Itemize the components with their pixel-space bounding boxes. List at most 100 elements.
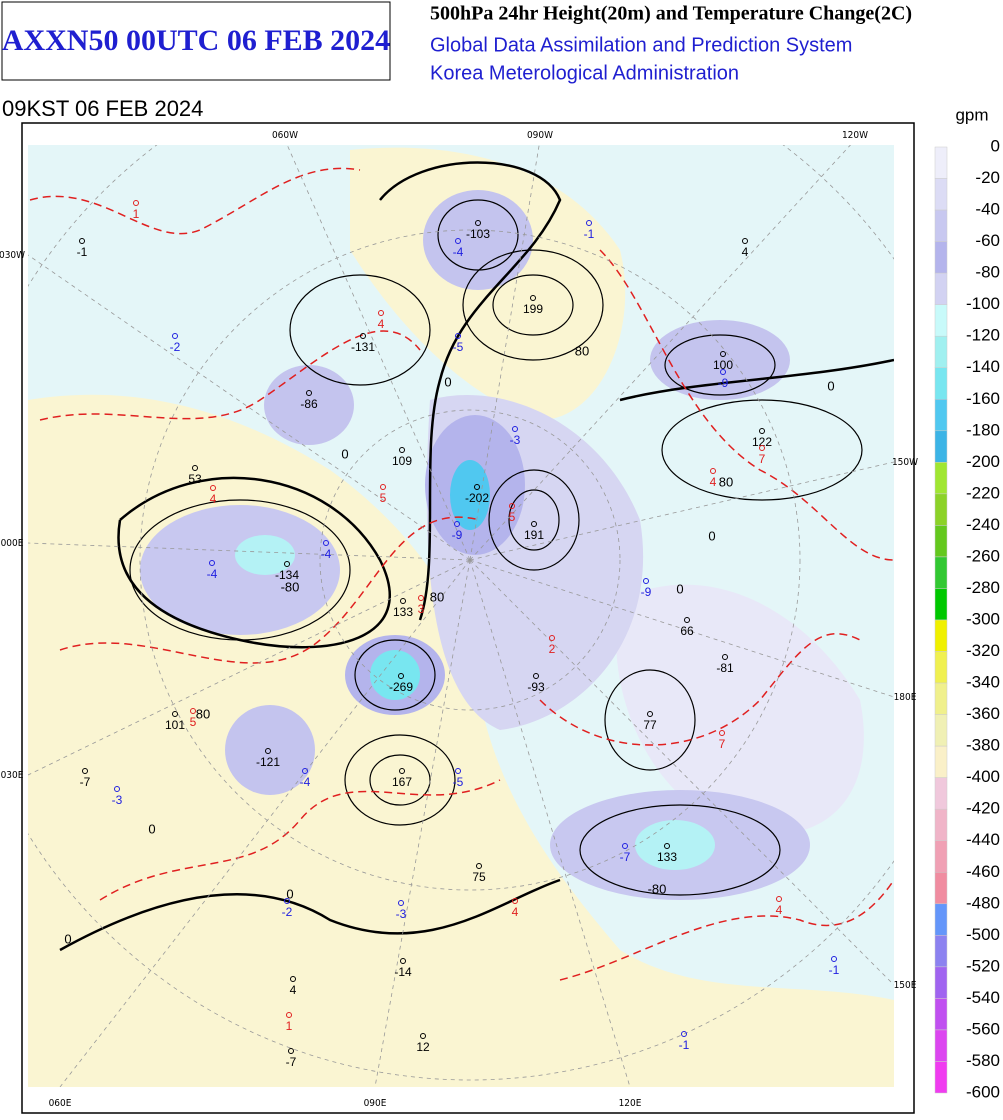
- legend-swatch: [934, 935, 948, 968]
- graticule-label: 120W: [842, 130, 868, 141]
- legend-swatch: [934, 304, 948, 337]
- legend-label: -380: [966, 736, 1000, 755]
- center-value: -1: [584, 227, 595, 241]
- center-value: 4: [290, 983, 297, 997]
- legend-label: -400: [966, 767, 1000, 786]
- center-value: 12: [416, 1040, 430, 1054]
- legend-swatch: [934, 399, 948, 432]
- center-value: -9: [452, 528, 463, 542]
- center-value: -4: [207, 567, 218, 581]
- contour-label: -80: [281, 579, 300, 594]
- center-value: 4: [776, 903, 783, 917]
- center-value: -7: [620, 850, 631, 864]
- graticule-label: 030W: [0, 250, 25, 261]
- center-marker: [399, 447, 405, 453]
- graticule-label: 060E: [49, 1098, 72, 1109]
- center-marker: [190, 708, 196, 714]
- center-value: 5: [190, 715, 197, 729]
- product-title: 500hPa 24hr Height(20m) and Temperature …: [430, 3, 912, 25]
- center-marker: [378, 310, 384, 316]
- center-marker: [759, 445, 765, 451]
- center-value: 3: [418, 602, 425, 616]
- contour-label: 0: [341, 446, 348, 461]
- product-code: AXXN50 00UTC 06 FEB 2024: [2, 24, 390, 57]
- graticule: [28, 145, 894, 1087]
- low-core: [370, 650, 420, 700]
- low-core: [450, 460, 490, 530]
- zero-contours: [59, 161, 894, 952]
- agency-name: Korea Meterological Administration: [430, 62, 739, 84]
- legend-label: -580: [966, 1051, 1000, 1070]
- center-marker: [79, 238, 85, 244]
- center-value: 7: [759, 452, 766, 466]
- center-value: -4: [300, 775, 311, 789]
- low-area: [140, 505, 340, 635]
- legend-swatch: [934, 209, 948, 242]
- legend-swatch: [934, 966, 948, 999]
- contour-label: 0: [286, 886, 293, 901]
- center-value: -269: [389, 680, 413, 694]
- title-box: [1, 1, 391, 81]
- center-value: -5: [453, 775, 464, 789]
- legend-label: -500: [966, 925, 1000, 944]
- center-marker: [720, 369, 726, 375]
- center-value: -5: [453, 340, 464, 354]
- center-value: 4: [742, 245, 749, 259]
- legend-label: -560: [966, 1019, 1000, 1038]
- center-marker: [133, 200, 139, 206]
- center-value: 167: [392, 775, 412, 789]
- center-marker: [323, 540, 329, 546]
- legend-label: 0: [991, 136, 1000, 155]
- legend-swatch: [934, 430, 948, 463]
- center-marker: [400, 958, 406, 964]
- contour-label: 0: [64, 931, 71, 946]
- center-marker: [265, 748, 271, 754]
- legend-swatch: [934, 241, 948, 274]
- center-marker: [360, 333, 366, 339]
- contour-label: 0: [827, 378, 834, 393]
- legend-swatch: [934, 682, 948, 715]
- center-marker: [420, 1033, 426, 1039]
- graticule-label: 180E: [894, 692, 917, 703]
- legend-swatch: [934, 619, 948, 652]
- center-marker: [114, 786, 120, 792]
- legend-swatch: [934, 1061, 948, 1094]
- center-marker: [399, 768, 405, 774]
- center-value: 77: [643, 718, 657, 732]
- legend-swatch: [934, 493, 948, 526]
- center-marker: [210, 485, 216, 491]
- legend-label: -40: [975, 200, 1000, 219]
- center-marker: [209, 560, 215, 566]
- center-marker: [530, 295, 536, 301]
- shaded-region: [616, 584, 864, 835]
- center-value: 109: [392, 454, 412, 468]
- map-area: [28, 145, 894, 1087]
- center-value: 4: [512, 905, 519, 919]
- center-value: -7: [80, 775, 91, 789]
- center-value: -103: [466, 227, 490, 241]
- contour-label: 80: [196, 706, 210, 721]
- center-value: 66: [680, 624, 694, 638]
- graticule-label: 120E: [619, 1098, 642, 1109]
- legend-label: -540: [966, 988, 1000, 1007]
- legend-swatch: [934, 777, 948, 810]
- center-marker: [647, 711, 653, 717]
- center-marker: [720, 351, 726, 357]
- legend-label: -600: [966, 1082, 1000, 1101]
- legend-swatch: [934, 525, 948, 558]
- center-value: 1: [133, 207, 140, 221]
- center-marker: [533, 673, 539, 679]
- center-marker: [742, 238, 748, 244]
- center-marker: [776, 896, 782, 902]
- contour-label: 0: [148, 821, 155, 836]
- center-marker: [759, 428, 765, 434]
- center-marker: [172, 333, 178, 339]
- contour-label: 0: [708, 528, 715, 543]
- legend-label: -460: [966, 862, 1000, 881]
- graticule-label: 150E: [894, 980, 917, 991]
- center-marker: [286, 1012, 292, 1018]
- legend-swatch: [934, 556, 948, 589]
- center-marker: [380, 484, 386, 490]
- center-marker: [475, 220, 481, 226]
